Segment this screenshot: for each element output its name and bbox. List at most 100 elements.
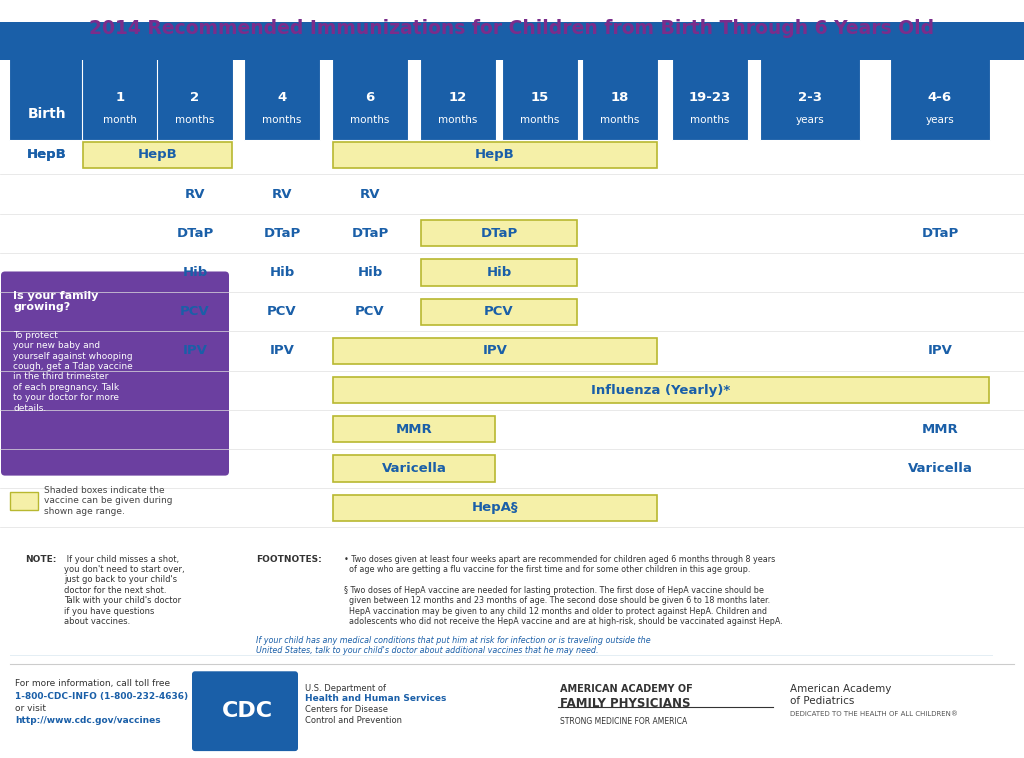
Text: Centers for Disease: Centers for Disease <box>305 705 388 714</box>
Text: DTaP: DTaP <box>922 227 958 240</box>
Text: IPV: IPV <box>928 344 952 358</box>
Bar <box>421 299 577 324</box>
Bar <box>83 142 232 168</box>
Text: Is your family
growing?: Is your family growing? <box>13 290 98 312</box>
Text: http://www.cdc.gov/vaccines: http://www.cdc.gov/vaccines <box>15 716 161 725</box>
Text: RV: RV <box>184 187 205 201</box>
Bar <box>582 52 658 139</box>
Text: months: months <box>600 114 640 124</box>
Text: To protect
your new baby and
yourself against whooping
cough, get a Tdap vaccine: To protect your new baby and yourself ag… <box>13 330 133 412</box>
Bar <box>890 52 990 139</box>
Text: If your child has any medical conditions that put him at risk for infection or i: If your child has any medical conditions… <box>256 636 650 655</box>
Text: 4: 4 <box>278 91 287 104</box>
Text: 15: 15 <box>530 91 549 104</box>
Text: CDC: CDC <box>221 700 272 721</box>
Text: HepB: HepB <box>27 149 67 161</box>
Text: PCV: PCV <box>355 305 385 318</box>
Text: AMERICAN ACADEMY OF: AMERICAN ACADEMY OF <box>560 684 693 694</box>
Text: DTaP: DTaP <box>263 227 301 240</box>
Text: DTaP: DTaP <box>176 227 214 240</box>
Text: Hib: Hib <box>486 266 512 279</box>
Bar <box>82 52 158 139</box>
Text: Influenza (Yearly)*: Influenza (Yearly)* <box>592 384 731 396</box>
Text: U.S. Department of: U.S. Department of <box>305 684 386 693</box>
FancyBboxPatch shape <box>193 672 298 751</box>
Text: 2-3: 2-3 <box>798 91 822 104</box>
Text: IPV: IPV <box>182 344 208 358</box>
Text: PCV: PCV <box>484 305 514 318</box>
FancyBboxPatch shape <box>0 545 1004 656</box>
Text: months: months <box>262 114 302 124</box>
Bar <box>333 338 657 364</box>
Text: Hib: Hib <box>182 266 208 279</box>
Bar <box>244 52 319 139</box>
Text: Hib: Hib <box>357 266 383 279</box>
Bar <box>502 52 578 139</box>
Text: IPV: IPV <box>269 344 295 358</box>
Text: months: months <box>520 114 560 124</box>
Bar <box>333 416 495 443</box>
Text: RV: RV <box>271 187 292 201</box>
Text: Varicella: Varicella <box>907 462 973 475</box>
Text: 19-23: 19-23 <box>689 91 731 104</box>
Bar <box>672 52 748 139</box>
Text: HepB: HepB <box>137 149 177 161</box>
Text: Health and Human Services: Health and Human Services <box>305 694 446 703</box>
Text: Shaded boxes indicate the
vaccine can be given during
shown age range.: Shaded boxes indicate the vaccine can be… <box>44 486 172 515</box>
Text: 18: 18 <box>610 91 629 104</box>
Text: Hib: Hib <box>269 266 295 279</box>
Text: American Academy: American Academy <box>790 684 891 694</box>
Text: PCV: PCV <box>180 305 210 318</box>
Text: 1: 1 <box>116 91 125 104</box>
Text: Birth: Birth <box>28 107 67 121</box>
Text: STRONG MEDICINE FOR AMERICA: STRONG MEDICINE FOR AMERICA <box>560 716 687 725</box>
Text: months: months <box>175 114 215 124</box>
Text: FOOTNOTES:: FOOTNOTES: <box>256 555 322 563</box>
Text: months: months <box>690 114 730 124</box>
Text: RV: RV <box>359 187 380 201</box>
Bar <box>421 259 577 286</box>
Text: SEE BACK PAGE
FOR MORE
INFORMATION ON
VACCINE-
PREVENTABLE
DISEASES AND THE
VACC: SEE BACK PAGE FOR MORE INFORMATION ON VA… <box>878 555 971 647</box>
Bar <box>10 492 38 510</box>
Text: of Pediatrics: of Pediatrics <box>790 696 854 706</box>
Bar <box>333 495 657 521</box>
Text: DTaP: DTaP <box>480 227 517 240</box>
Text: 12: 12 <box>449 91 467 104</box>
Text: years: years <box>796 114 824 124</box>
Bar <box>420 52 496 139</box>
Text: HepB: HepB <box>475 149 515 161</box>
Bar <box>9 52 85 139</box>
Bar <box>333 142 657 168</box>
Text: months: months <box>438 114 477 124</box>
Text: DEDICATED TO THE HEALTH OF ALL CHILDREN®: DEDICATED TO THE HEALTH OF ALL CHILDREN® <box>790 711 958 717</box>
FancyBboxPatch shape <box>1 271 229 475</box>
Text: 1-800-CDC-INFO (1-800-232-4636): 1-800-CDC-INFO (1-800-232-4636) <box>15 692 188 701</box>
Text: Control and Prevention: Control and Prevention <box>305 716 402 725</box>
Text: For more information, call toll free: For more information, call toll free <box>15 679 170 688</box>
Bar <box>421 221 577 246</box>
Text: HepB: HepB <box>27 149 67 161</box>
Text: FAMILY PHYSICIANS: FAMILY PHYSICIANS <box>560 697 690 710</box>
Text: 2: 2 <box>190 91 200 104</box>
Text: DTaP: DTaP <box>351 227 389 240</box>
Bar <box>332 52 408 139</box>
Text: 2014 Recommended Immunizations for Children from Birth Through 6 Years Old: 2014 Recommended Immunizations for Child… <box>89 19 935 38</box>
Text: years: years <box>926 114 954 124</box>
Text: month: month <box>103 114 137 124</box>
Text: IPV: IPV <box>482 344 508 358</box>
Text: or visit: or visit <box>15 703 46 713</box>
Bar <box>157 52 233 139</box>
Text: MMR: MMR <box>395 423 432 436</box>
Bar <box>333 456 495 481</box>
Bar <box>760 52 860 139</box>
Text: Varicella: Varicella <box>382 462 446 475</box>
Text: If your child misses a shot,
you don't need to start over,
just go back to your : If your child misses a shot, you don't n… <box>65 555 185 626</box>
Text: HepA§: HepA§ <box>472 501 518 514</box>
Text: 4-6: 4-6 <box>928 91 952 104</box>
Text: months: months <box>350 114 390 124</box>
Text: 6: 6 <box>366 91 375 104</box>
Bar <box>333 377 989 403</box>
Text: MMR: MMR <box>922 423 958 436</box>
Text: PCV: PCV <box>267 305 297 318</box>
Text: • Two doses given at least four weeks apart are recommended for children aged 6 : • Two doses given at least four weeks ap… <box>344 555 783 626</box>
